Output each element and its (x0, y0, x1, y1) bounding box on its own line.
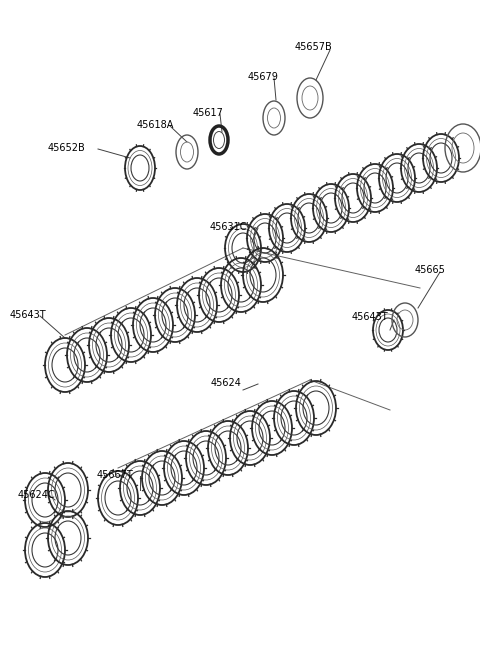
Text: 45631C: 45631C (210, 222, 248, 232)
Text: 45618A: 45618A (137, 120, 174, 130)
Text: 45667T: 45667T (97, 470, 134, 480)
Text: 45652B: 45652B (48, 143, 86, 153)
Text: 45643T: 45643T (352, 312, 389, 322)
Text: 45624: 45624 (211, 378, 242, 388)
Text: 45657B: 45657B (295, 42, 333, 52)
Text: 45617: 45617 (193, 108, 224, 118)
Text: 45665: 45665 (415, 265, 446, 275)
Text: 45643T: 45643T (10, 310, 47, 320)
Text: 45679: 45679 (248, 72, 279, 82)
Text: 45624C: 45624C (18, 490, 56, 500)
